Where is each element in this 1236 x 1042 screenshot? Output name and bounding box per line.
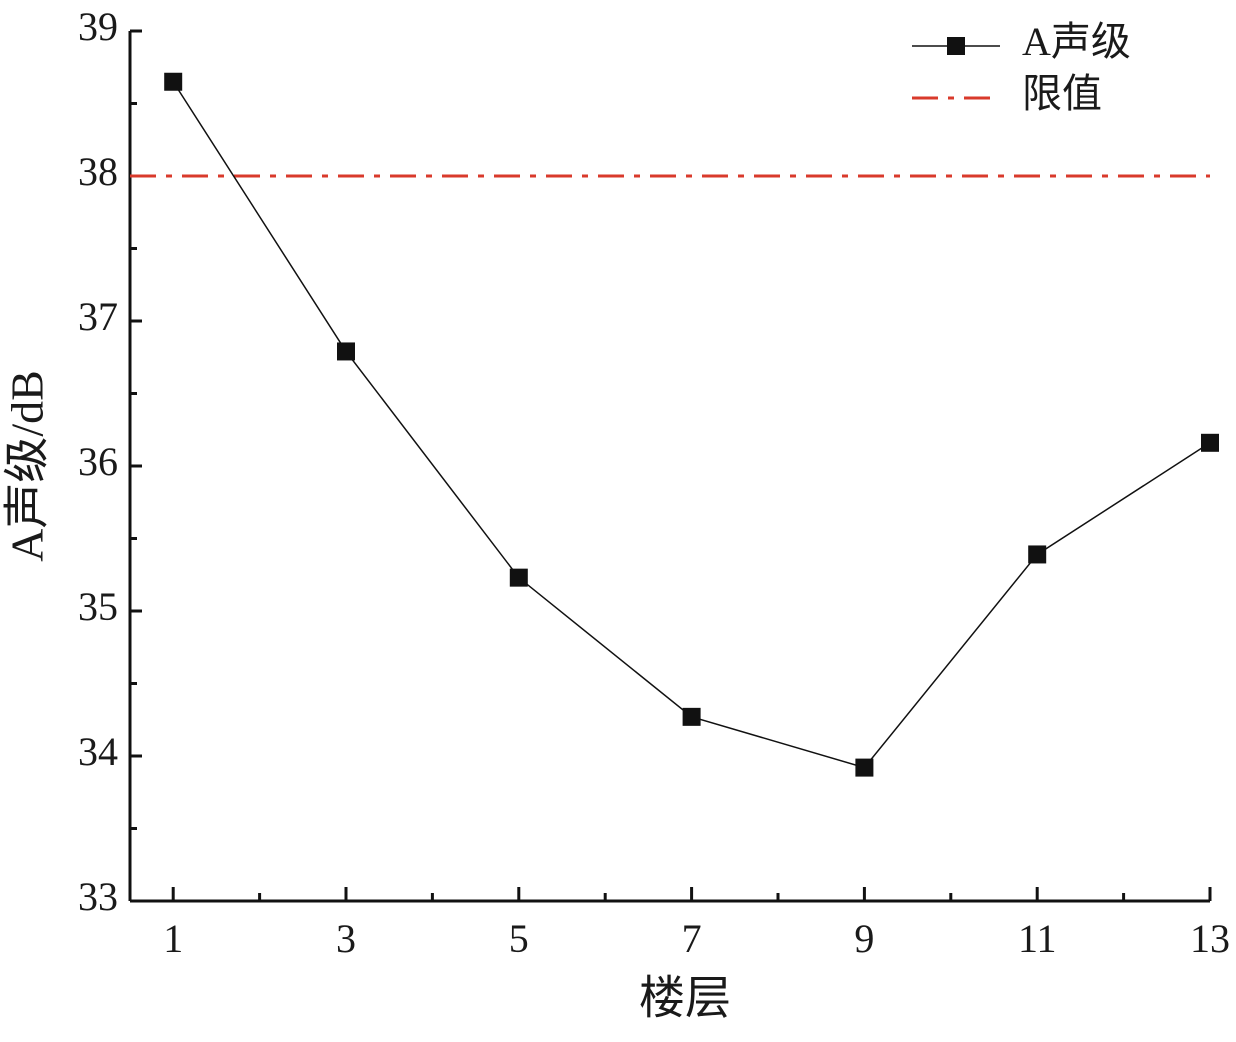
y-tick-label: 39 bbox=[78, 4, 118, 49]
marker bbox=[509, 568, 528, 587]
marker bbox=[164, 72, 183, 91]
x-tick-label: 3 bbox=[336, 916, 356, 961]
legend-marker bbox=[947, 37, 965, 55]
x-tick-label: 9 bbox=[854, 916, 874, 961]
marker bbox=[1028, 545, 1047, 564]
x-axis-label: 楼层 bbox=[639, 973, 731, 1024]
y-tick-label: 35 bbox=[78, 584, 118, 629]
marker bbox=[337, 342, 355, 361]
y-tick-label: 34 bbox=[78, 729, 118, 774]
series-line bbox=[172, 81, 1211, 769]
marker bbox=[1201, 433, 1219, 452]
x-tick-label: 13 bbox=[1190, 916, 1230, 961]
legend-label: 限值 bbox=[1022, 71, 1102, 116]
y-tick-label: 36 bbox=[78, 439, 118, 484]
marker bbox=[682, 707, 701, 726]
y-tick-label: 37 bbox=[78, 294, 118, 339]
y-tick-label: 38 bbox=[78, 149, 118, 194]
legend-label: A声级 bbox=[1022, 19, 1131, 64]
y-axis-label: A声级/dB bbox=[2, 370, 53, 562]
x-tick-label: 7 bbox=[682, 916, 702, 961]
marker bbox=[855, 758, 874, 777]
x-tick-label: 1 bbox=[163, 916, 183, 961]
y-tick-label: 33 bbox=[78, 874, 118, 919]
x-tick-label: 5 bbox=[509, 916, 529, 961]
x-tick-label: 11 bbox=[1018, 916, 1057, 961]
